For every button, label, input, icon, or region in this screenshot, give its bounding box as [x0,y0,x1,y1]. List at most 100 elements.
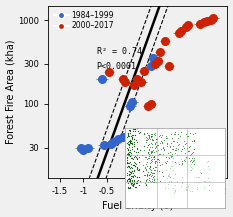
Point [203,179,207,182]
Point [132,137,136,140]
Point [174,151,177,155]
Point [145,173,149,176]
Point [156,157,159,160]
Point [133,174,137,178]
Point [135,147,139,150]
Point [180,176,184,179]
Point [154,180,158,183]
Point [137,160,141,164]
Point [142,145,146,148]
Point [127,145,131,149]
Point [160,140,163,144]
Point [127,172,130,175]
Point [192,138,196,142]
Point [126,164,130,168]
Point [155,177,159,181]
Point [134,156,138,159]
Point [134,181,138,184]
Point [184,185,188,188]
Point [155,158,158,161]
Point [191,159,195,163]
Point [132,164,136,167]
Point [146,156,150,160]
Point [130,141,134,144]
Point [155,137,159,141]
Point [128,154,132,158]
Point [125,178,129,181]
Point [130,133,134,136]
Point [171,168,175,171]
Point [132,182,136,186]
Point [127,166,130,169]
Point [126,133,130,136]
Point [144,179,147,182]
Point [185,161,188,164]
Point [151,171,155,175]
Point [192,162,196,166]
Point [130,141,134,144]
Point [170,136,173,140]
Point [127,142,131,145]
Point [129,139,133,143]
Point [138,148,142,151]
Point [128,180,132,184]
Point [154,149,158,152]
Point [161,171,164,174]
Point [149,134,152,137]
Point [148,168,152,171]
Point [154,145,158,148]
Point [135,127,139,130]
Point [163,160,167,164]
Point [162,148,166,151]
Point [134,164,137,168]
Point [127,144,131,147]
Point [129,171,133,174]
Point [163,187,167,190]
Point [145,145,148,149]
Point [175,180,179,183]
Point [202,179,206,182]
Point [164,155,168,159]
Point [153,150,156,154]
Point [154,137,158,141]
Point [126,147,129,150]
Point [147,176,151,179]
Point [148,165,151,168]
Point [185,146,189,150]
Point [134,162,138,166]
Point [154,145,158,149]
Point [130,166,134,170]
Point [179,164,183,167]
Point [125,156,129,159]
Point [133,127,137,131]
Point [154,140,158,144]
Point [129,183,133,186]
Point [127,134,130,137]
Point [137,129,140,132]
Point [184,187,188,191]
Point [126,164,130,168]
Point [168,176,172,179]
Point [126,142,130,145]
Point [127,179,131,183]
Point [168,153,172,157]
Point [145,136,149,140]
Point [133,161,137,164]
Point [127,128,131,132]
Point [136,179,140,182]
Point [158,160,161,163]
Point [171,164,174,167]
Point [127,162,131,165]
Point [150,150,154,154]
Point [189,159,193,162]
Point [175,146,178,149]
Point [129,166,132,169]
Point [161,174,165,178]
Point [130,135,134,139]
Text: P<0.0001: P<0.0001 [97,62,137,71]
Point [189,153,193,156]
Point [155,161,159,164]
Point [188,145,191,148]
Point [129,171,133,175]
Point [127,147,130,151]
